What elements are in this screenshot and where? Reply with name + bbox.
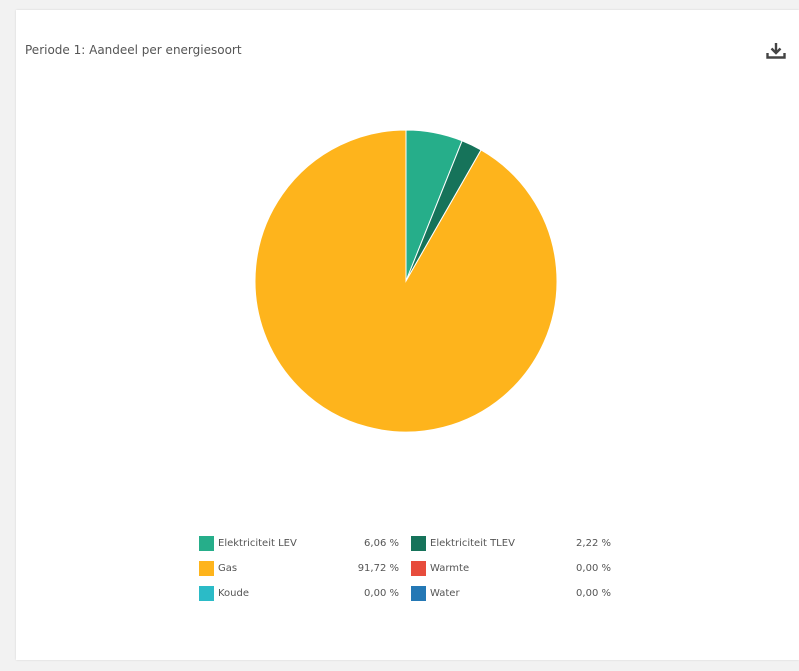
legend-swatch [199, 536, 214, 551]
legend-label: Elektriciteit TLEV [430, 538, 515, 549]
chart-card: Periode 1: Aandeel per energiesoort Elek… [16, 10, 799, 660]
legend-value: 2,22 % [576, 538, 611, 549]
legend-item-koude[interactable]: Koude 0,00 % [199, 586, 399, 602]
legend-item-gas[interactable]: Gas 91,72 % [199, 561, 399, 577]
legend-label: Warmte [430, 563, 470, 574]
download-button[interactable] [764, 40, 788, 62]
legend-value: 0,00 % [576, 563, 611, 574]
legend-item-elektriciteit-tlev[interactable]: Elektriciteit TLEV 2,22 % [411, 536, 611, 552]
legend-label: Koude [218, 588, 250, 599]
legend-label: Elektriciteit LEV [218, 538, 297, 549]
pie-slice-gas[interactable] [254, 129, 558, 433]
legend-label: Gas [218, 563, 238, 574]
legend-swatch [199, 586, 214, 601]
legend-value: 6,06 % [364, 538, 399, 549]
legend-value: 0,00 % [576, 588, 611, 599]
download-icon [766, 43, 786, 59]
legend-item-elektriciteit-lev[interactable]: Elektriciteit LEV 6,06 % [199, 536, 399, 552]
legend-swatch [411, 536, 426, 551]
legend-item-warmte[interactable]: Warmte 0,00 % [411, 561, 611, 577]
legend-item-water[interactable]: Water 0,00 % [411, 586, 611, 602]
legend-value: 0,00 % [364, 588, 399, 599]
legend-swatch [199, 561, 214, 576]
chart-title: Periode 1: Aandeel per energiesoort [25, 43, 242, 57]
legend-swatch [411, 586, 426, 601]
legend-value: 91,72 % [357, 563, 399, 574]
legend-swatch [411, 561, 426, 576]
legend-label: Water [430, 588, 460, 599]
pie-chart [254, 129, 558, 433]
pie-slices [254, 129, 558, 433]
